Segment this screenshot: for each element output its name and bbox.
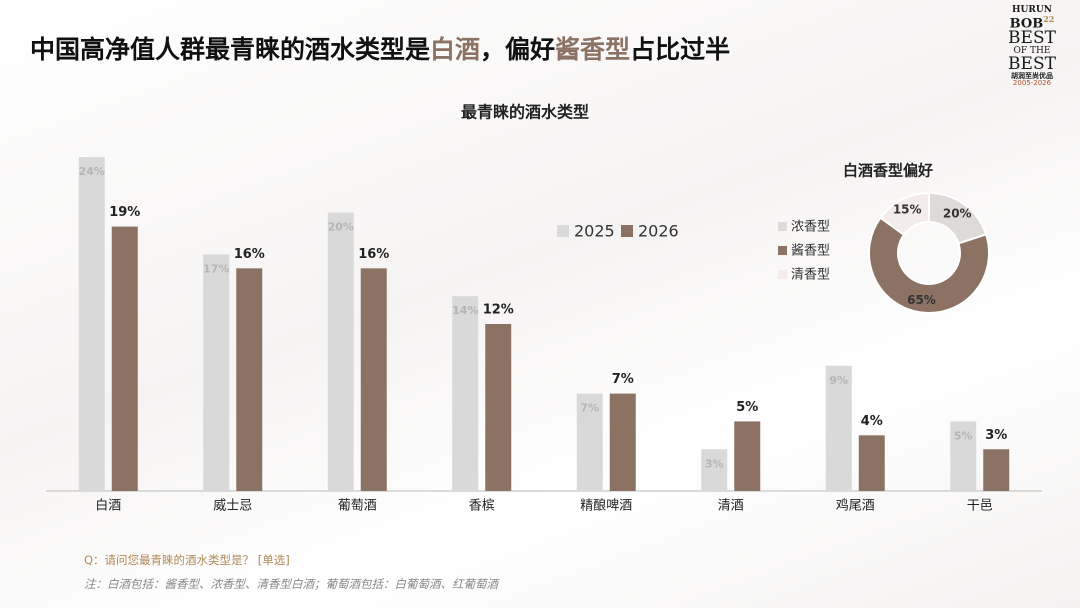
title-highlight: 酱香型 — [555, 35, 631, 64]
logo-text: HURUN — [1012, 5, 1052, 15]
value-label: 9% — [829, 374, 848, 387]
logo-text: 胡润至尚优品 — [1011, 72, 1053, 81]
chart-title: 最青睐的酒水类型 — [461, 103, 589, 122]
bar — [360, 268, 387, 491]
bar — [203, 254, 230, 491]
value-label: 5% — [736, 400, 758, 415]
title-part: 占比过半 — [630, 35, 731, 64]
title-part: 中国高净值人群最青睐的酒水类型是 — [30, 35, 431, 64]
legend-swatch — [778, 270, 787, 279]
value-label: 5% — [954, 429, 973, 442]
value-label: 20% — [943, 207, 972, 221]
bar — [78, 157, 105, 491]
bar — [950, 421, 977, 491]
title-part: ，偏好 — [480, 35, 556, 64]
page-title: 中国高净值人群最青睐的酒水类型是白酒，偏好酱香型占比过半 — [30, 30, 730, 66]
value-label: 7% — [612, 372, 634, 387]
legend-label: 2025 — [574, 222, 615, 241]
value-label: 14% — [452, 304, 478, 317]
bar — [485, 324, 512, 491]
legend-swatch — [557, 225, 569, 237]
x-tick-label: 精酿啤酒 — [580, 498, 632, 514]
bar — [452, 296, 479, 491]
x-tick-label: 清酒 — [718, 499, 744, 514]
footnote-question: Q：请问您最青睐的酒水类型是？ [单选] — [84, 553, 290, 567]
logo-text: BEST — [1008, 28, 1056, 49]
bar — [734, 421, 761, 491]
logo-text: 22 — [1043, 14, 1055, 24]
logo-text: BEST — [1008, 54, 1056, 75]
value-label: 20% — [328, 221, 354, 234]
bar — [983, 449, 1010, 491]
value-label: 16% — [358, 247, 389, 262]
donut-segment — [879, 191, 930, 237]
legend-label: 2026 — [638, 222, 679, 241]
bar — [576, 393, 603, 491]
logo-text: BOB — [1009, 16, 1044, 32]
bar — [825, 365, 852, 491]
legend-swatch — [621, 225, 633, 237]
donut-segment — [868, 216, 990, 314]
value-label: 3% — [985, 428, 1007, 443]
value-label: 3% — [705, 457, 724, 470]
value-label: 16% — [234, 247, 265, 262]
value-label: 19% — [109, 205, 140, 220]
bar — [609, 393, 636, 491]
logo-text: 2005-2026 — [1012, 79, 1052, 88]
x-tick-label: 白酒 — [95, 498, 121, 514]
x-tick-label: 香槟 — [469, 498, 495, 514]
value-label: 24% — [79, 165, 105, 178]
value-label: 17% — [203, 262, 229, 275]
footnote-note: 注：白酒包括：酱香型、浓香型、清香型白酒；葡萄酒包括：白葡萄酒、红葡萄酒 — [84, 577, 498, 591]
logo: HURUN BOB22 BEST OF THE BEST 胡润至尚优品 2005… — [992, 6, 1072, 87]
x-tick-label: 干邑 — [967, 499, 993, 514]
legend-label: 酱香型 — [791, 244, 830, 259]
value-label: 15% — [893, 203, 922, 217]
x-tick-label: 威士忌 — [213, 499, 252, 514]
bar — [236, 268, 263, 491]
bar — [327, 212, 354, 491]
value-label: 12% — [483, 303, 514, 318]
title-highlight: 白酒 — [430, 35, 481, 64]
legend-swatch — [778, 246, 787, 255]
chart-title: 白酒香型偏好 — [843, 162, 933, 180]
value-label: 7% — [580, 402, 599, 415]
legend-label: 浓香型 — [791, 220, 830, 235]
legend-label: 清香型 — [791, 268, 830, 283]
bar — [701, 449, 728, 491]
value-label: 4% — [861, 414, 883, 429]
x-tick-label: 鸡尾酒 — [836, 498, 875, 514]
bar — [111, 226, 138, 492]
x-tick-label: 葡萄酒 — [338, 499, 377, 514]
legend-swatch — [778, 222, 787, 231]
bar — [858, 435, 885, 491]
value-label: 65% — [907, 293, 936, 307]
logo-text: OF THE — [1013, 46, 1051, 57]
